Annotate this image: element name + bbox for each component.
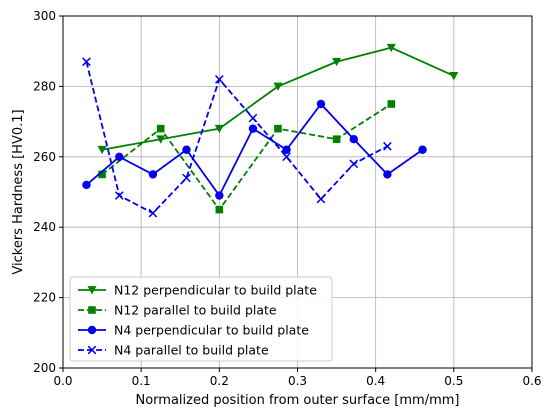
legend-box	[69, 276, 333, 362]
legend-marker	[87, 325, 97, 335]
y-tick-label: 220	[33, 291, 56, 305]
y-tick-label: 200	[33, 361, 56, 375]
legend-label: N4 perpendicular to build plate	[114, 323, 309, 338]
legend-label: N12 parallel to build plate	[114, 303, 277, 318]
series-1	[97, 43, 459, 155]
data-point	[248, 124, 258, 133]
x-tick-label: 0.5	[444, 374, 463, 388]
data-point	[349, 135, 358, 144]
legend-marker	[88, 306, 96, 314]
data-point	[148, 208, 158, 218]
data-point	[282, 152, 291, 162]
series-line	[85, 61, 388, 215]
data-point	[215, 75, 224, 84]
legend-item: N12 parallel to build plate	[78, 303, 277, 318]
data-point	[148, 170, 158, 179]
tick-layer: 0.0 0.1 0.2 0.3 0.4 0.5 0.6 200 220 240 260 280 300	[33, 9, 541, 388]
legend-label: N4 parallel to build plate	[114, 343, 269, 358]
legend-item: N12 perpendicular to build plate	[78, 283, 317, 298]
series-line	[101, 46, 455, 151]
data-point	[82, 180, 91, 190]
legend: N12 perpendicular to build plate N12 para…	[69, 276, 333, 362]
y-tick-label: 300	[33, 9, 56, 23]
data-point	[214, 124, 224, 134]
legend-label: N12 perpendicular to build plate	[114, 283, 317, 298]
data-point	[387, 100, 396, 108]
data-point	[82, 57, 91, 67]
data-point	[383, 141, 392, 151]
data-point	[274, 124, 282, 133]
data-point	[182, 145, 191, 154]
data-point	[418, 145, 427, 154]
data-point	[115, 152, 124, 161]
x-tick-label: 0.3	[288, 374, 307, 388]
data-point	[449, 72, 459, 81]
data-point	[332, 135, 341, 143]
series-line	[101, 103, 392, 211]
y-tick-label: 280	[33, 79, 56, 93]
data-point	[182, 173, 191, 183]
data-point	[215, 205, 224, 214]
x-axis-label: Normalized position from outer surface […	[136, 393, 460, 408]
data-point	[97, 145, 107, 155]
data-point	[273, 82, 283, 91]
data-point	[383, 170, 392, 179]
data-point	[114, 191, 124, 200]
legend-item: N4 parallel to build plate	[78, 343, 269, 358]
y-tick-label: 240	[33, 220, 56, 234]
y-tick-label: 260	[33, 150, 56, 164]
y-axis-label: Vickers Hardness [HV0.1]	[11, 109, 26, 274]
data-point	[156, 124, 165, 133]
series-4	[82, 57, 392, 218]
data-point	[248, 113, 258, 123]
x-tick-label: 0.6	[522, 374, 541, 388]
data-point	[98, 170, 106, 179]
legend-item: N4 perpendicular to build plate	[78, 323, 309, 338]
series-layer	[82, 43, 459, 218]
data-point	[156, 135, 166, 144]
series-3	[82, 99, 427, 200]
x-tick-label: 0.1	[132, 374, 151, 388]
data-point	[282, 145, 291, 154]
legend-marker	[87, 345, 97, 355]
data-point	[386, 43, 396, 53]
series-2	[98, 100, 396, 214]
data-point	[349, 159, 359, 169]
x-tick-label: 0.0	[53, 374, 72, 388]
x-tick-label: 0.2	[210, 374, 229, 388]
legend-marker	[87, 286, 97, 295]
data-point	[215, 191, 224, 200]
x-tick-label: 0.4	[366, 374, 385, 388]
series-line	[85, 103, 424, 197]
data-point	[316, 194, 326, 204]
data-point	[332, 57, 342, 67]
data-point	[316, 99, 326, 109]
